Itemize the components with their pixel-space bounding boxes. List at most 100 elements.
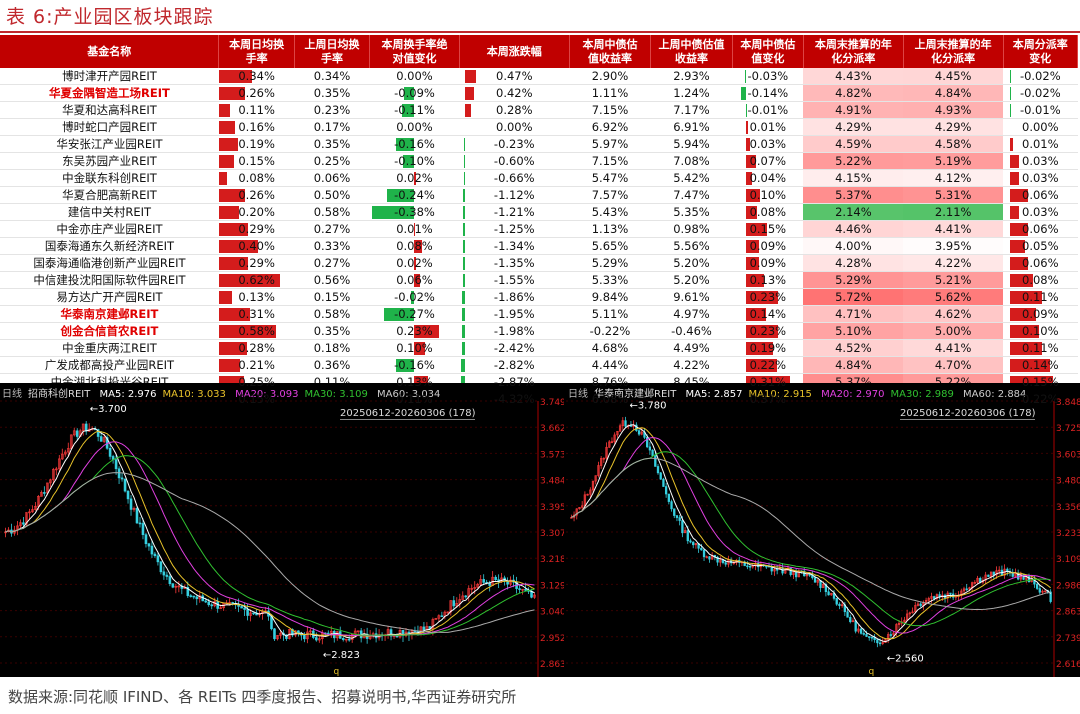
- value-bar: [218, 273, 281, 287]
- ytm-change-cell: 0.22%: [732, 356, 804, 374]
- turnover-prev-cell: 0.34%: [294, 68, 370, 85]
- chart-date-range: 20250612-20260306 (178): [340, 408, 476, 420]
- cell-value: -0.02%: [1019, 85, 1061, 100]
- table-row: 华夏金隅智造工场REIT 0.26% 0.35% -0.09% 0.42% 1.11% 1.…: [0, 84, 1078, 102]
- value-bar: [218, 256, 248, 270]
- turnover-prev-cell: 0.36%: [294, 356, 370, 374]
- cell-value: 0.23%: [749, 323, 787, 338]
- cell-value: -1.98%: [493, 323, 535, 338]
- value-bar: [461, 375, 465, 389]
- turnover-change-cell: 0.02%: [369, 254, 460, 272]
- cell-value: 8.76%: [591, 374, 629, 389]
- marker-label: q: [334, 667, 340, 677]
- turnover-cell: 0.19%: [218, 135, 295, 153]
- cell-value: 0.08%: [1022, 272, 1059, 287]
- cell-value: -0.60%: [493, 153, 535, 168]
- value-bar: [218, 341, 247, 355]
- source-note: 数据来源:同花顺 IFIND、各 REITs 四季度报告、招募说明书,华西证券研…: [8, 688, 517, 706]
- value-bar: [218, 171, 227, 185]
- y-tick-label: 3.749: [540, 398, 564, 408]
- ytm-prev-cell: 5.35%: [650, 203, 733, 221]
- distribution-rate-cell: 4.82%: [803, 84, 904, 102]
- value-bar: [746, 341, 773, 355]
- cell-value: 0.13%: [238, 289, 275, 304]
- cell-value: 5.56%: [673, 239, 710, 253]
- ytm-cell: 1.13%: [569, 220, 651, 238]
- value-bar: [746, 188, 761, 202]
- cell-value: 5.42%: [673, 171, 710, 185]
- cell-value: 4.43%: [835, 69, 872, 83]
- ytm-prev-cell: 5.42%: [650, 169, 733, 187]
- cell-value: -0.46%: [671, 324, 712, 338]
- distribution-rate-prev-cell: 5.21%: [903, 271, 1004, 289]
- distribution-rate-prev-cell: 4.58%: [903, 135, 1004, 153]
- turnover-cell: 0.08%: [218, 169, 295, 187]
- cell-value: 0.36%: [313, 358, 351, 372]
- cell-value: 0.23%: [313, 103, 351, 117]
- value-bar: [463, 256, 465, 270]
- fund-name: 华夏金隅智造工场REIT: [0, 84, 219, 102]
- cell-value: 0.14%: [1022, 357, 1059, 372]
- distribution-rate-cell: 4.84%: [803, 356, 904, 374]
- cell-value: 0.00%: [496, 119, 533, 134]
- cell-value: 0.09%: [1022, 306, 1059, 321]
- ytm-prev-cell: 7.47%: [650, 186, 733, 204]
- value-bar: [746, 137, 751, 151]
- cell-value: 4.68%: [591, 340, 629, 355]
- cell-value: 0.06%: [313, 171, 351, 185]
- fund-name: 东吴苏园产业REIT: [0, 152, 219, 170]
- cell-value: -0.09%: [394, 85, 435, 100]
- value-bar: [218, 86, 245, 100]
- table-row: 国泰海通东久新经济REIT 0.40% 0.33% 0.08% -1.34% 5.65% 5…: [0, 237, 1078, 255]
- distribution-rate-cell: 2.14%: [803, 203, 904, 221]
- turnover-change-cell: -0.16%: [369, 135, 460, 153]
- value-bar: [413, 324, 439, 338]
- value-bar: [741, 86, 747, 100]
- price-extreme-label: ←3.700: [90, 404, 127, 415]
- weekly-return-cell: -1.12%: [459, 186, 570, 204]
- cell-value: 0.23%: [396, 323, 433, 338]
- table-row: 易方达广开产园REIT 0.13% 0.15% -0.02% -1.86% 9.84% 9.…: [0, 288, 1078, 306]
- cell-value: 4.29%: [934, 120, 972, 134]
- cell-value: -1.55%: [493, 272, 535, 287]
- ytm-change-cell: -0.01%: [732, 101, 804, 119]
- column-header: 本周中债估 值收益率: [569, 35, 652, 68]
- y-tick-label: 3.603: [1056, 450, 1080, 460]
- cell-value: 5.72%: [835, 290, 872, 304]
- turnover-cell: 0.26%: [218, 84, 295, 102]
- column-header: 本周日均换 手率: [218, 35, 295, 68]
- table-row: 中金联东科创REIT 0.08% 0.06% 0.02% -0.66% 5.47% 5.42…: [0, 169, 1078, 187]
- cell-value: -2.42%: [493, 340, 535, 355]
- distribution-rate-prev-cell: 5.00%: [903, 322, 1004, 340]
- ytm-change-cell: -0.14%: [732, 84, 804, 102]
- cell-value: 4.44%: [591, 357, 629, 372]
- weekly-return-cell: -1.25%: [459, 220, 570, 238]
- ytm-cell: -0.22%: [569, 322, 651, 340]
- value-bar: [746, 120, 748, 134]
- cell-value: 0.11%: [238, 102, 275, 117]
- table-title: 表 6:产业园区板块跟踪: [6, 6, 214, 28]
- turnover-change-cell: -0.10%: [369, 152, 460, 170]
- fund-name: 华泰南京建邺REIT: [0, 305, 219, 323]
- distribution-change-cell: 0.11%: [1003, 288, 1078, 306]
- turnover-cell: 0.16%: [218, 118, 295, 136]
- ytm-prev-cell: 5.56%: [650, 237, 733, 255]
- table-header-row: 基金名称 本周日均换 手率 上周日均换 手率 本周换手率绝 对值变化 本周涨跌幅 本周中债估 值收…: [0, 35, 1079, 68]
- cell-value: 4.00%: [835, 239, 872, 253]
- fund-name: 建信中关村REIT: [0, 203, 219, 221]
- fund-name: 博时蛇口产园REIT: [0, 118, 219, 136]
- distribution-rate-prev-cell: 4.29%: [903, 118, 1004, 136]
- distribution-rate-prev-cell: 4.62%: [903, 305, 1004, 323]
- cell-value: 0.15%: [238, 153, 275, 168]
- cell-value: -0.01%: [1019, 102, 1061, 117]
- distribution-change-cell: 0.10%: [1003, 322, 1078, 340]
- cell-value: 0.06%: [1022, 255, 1059, 270]
- value-bar: [218, 188, 245, 202]
- turnover-cell: 0.11%: [218, 101, 295, 119]
- cell-value: 0.07%: [749, 153, 787, 168]
- y-tick-label: 2.739: [1056, 634, 1080, 644]
- distribution-rate-prev-cell: 4.41%: [903, 220, 1004, 238]
- weekly-return-cell: -1.55%: [459, 271, 570, 289]
- ytm-cell: 7.15%: [569, 152, 651, 170]
- distribution-rate-cell: 5.10%: [803, 322, 904, 340]
